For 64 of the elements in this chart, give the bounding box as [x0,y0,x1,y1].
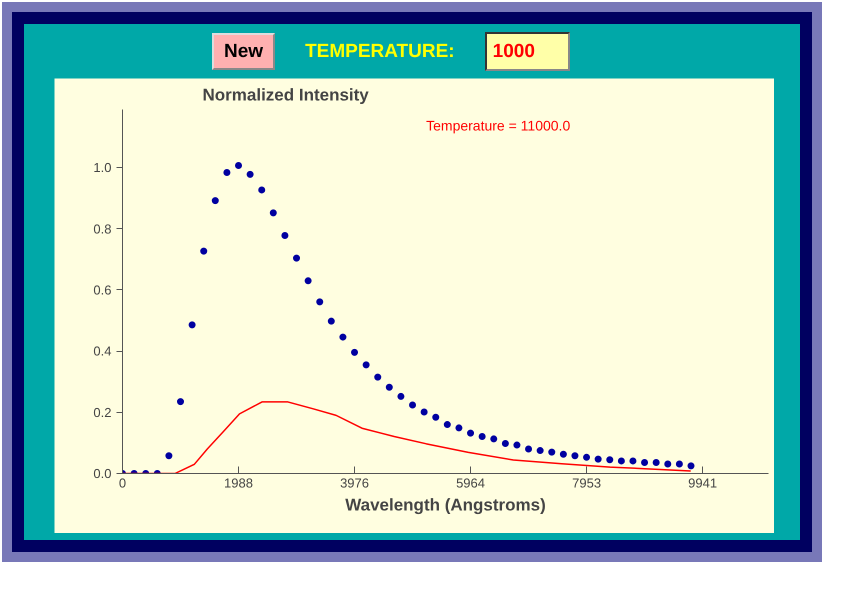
x-tick-label: 1988 [224,476,253,490]
point [664,460,672,468]
point [304,277,312,284]
y-tick-label: 1.0 [93,160,112,176]
point [525,446,532,453]
point [246,170,254,178]
point [478,432,486,440]
y-tick-label: 0.0 [93,466,112,481]
point [560,450,567,458]
point [641,458,648,466]
y-tick-label: 0.2 [93,404,112,420]
x-tick-label: 0 [118,476,126,490]
point [351,348,358,356]
point [652,458,660,466]
y-tick-label: 0.8 [93,221,112,236]
text: 1000 [484,32,570,72]
y-axis-title: Normalized Intensity [202,86,370,104]
text: TEMPERATURE: [305,40,455,64]
point [328,318,335,325]
point [420,408,428,416]
point [688,462,695,470]
point [583,454,590,461]
point [444,421,451,428]
point [270,209,277,216]
point [629,457,636,464]
point [362,361,370,368]
point [200,248,208,255]
x-tick-label: 3976 [340,476,369,490]
x-tick-label: 7953 [572,476,602,490]
point [374,374,382,381]
point [676,460,683,468]
point [455,424,462,432]
point [281,232,288,240]
point [618,457,625,464]
text: New [212,33,276,70]
point [502,440,509,448]
point [536,447,544,454]
point [513,442,520,449]
point [316,298,324,306]
y-tick-label: 0.4 [93,344,112,359]
point [223,169,230,176]
point [212,197,219,204]
point [258,186,266,194]
point [235,162,242,169]
point [432,414,440,421]
x-tick-label: 9941 [688,476,718,490]
point [548,448,556,456]
annotation: Temperature = 11000.0 [426,118,570,134]
x-tick-label: 5964 [456,476,485,490]
x-axis-title: Wavelength (Angstroms) [345,496,546,514]
point [606,456,614,464]
point [165,452,172,460]
point [339,334,346,341]
point [386,384,393,391]
point [571,452,578,460]
point [467,430,474,437]
y-tick-label: 0.6 [93,282,112,298]
point [293,254,300,262]
point [397,392,404,400]
point [177,398,184,406]
point [594,456,602,463]
point [188,321,196,328]
point [409,401,416,408]
point [490,435,498,442]
